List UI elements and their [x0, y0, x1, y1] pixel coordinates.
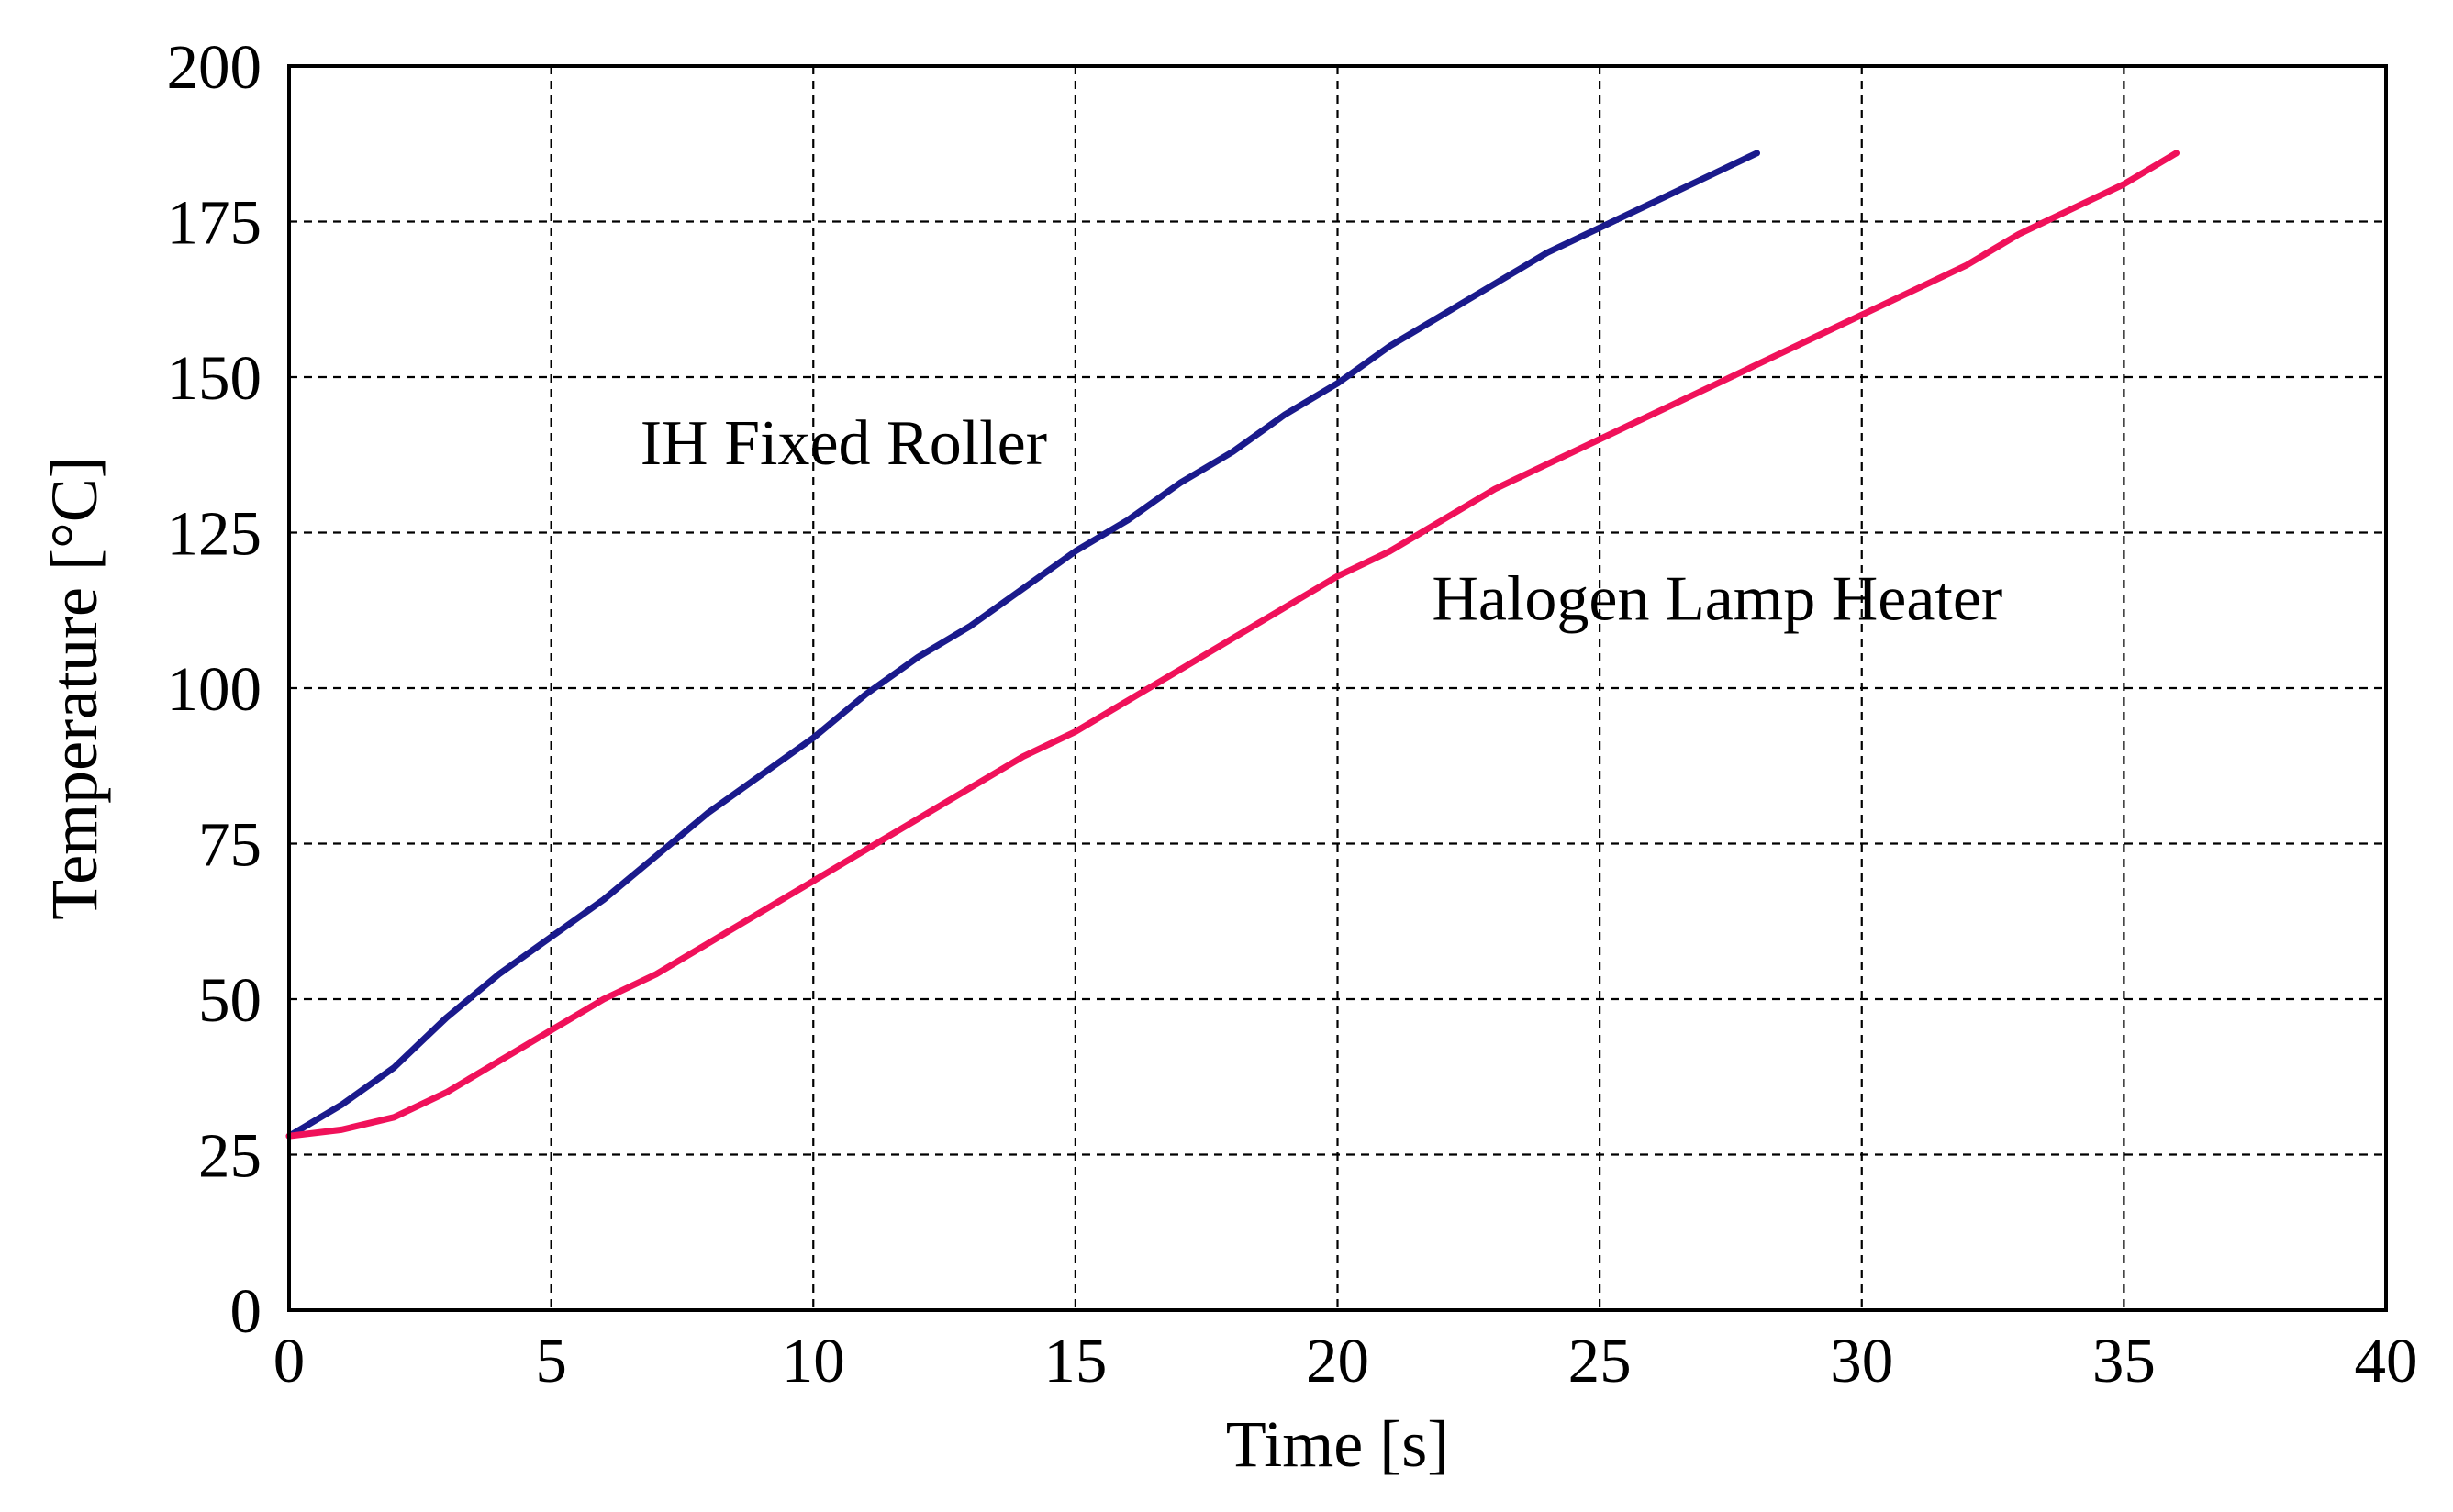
y-tick-label: 25	[198, 1121, 262, 1191]
series-annotations: IH Fixed Roller Halogen Lamp Heater	[641, 408, 2003, 634]
x-tick-label: 0	[273, 1326, 306, 1395]
y-tick-label: 50	[198, 965, 262, 1035]
series-line-halogen-lamp-heater	[285, 150, 2180, 1140]
x-tick-label: 30	[1830, 1326, 1893, 1395]
y-tick-label: 200	[167, 32, 262, 102]
x-tick-label: 35	[2092, 1326, 2156, 1395]
x-tick-label: 10	[782, 1326, 845, 1395]
series-line-ih-fixed-roller	[285, 150, 1760, 1140]
y-axis-title: Temperature [°C]	[38, 456, 111, 920]
series-lines	[285, 150, 2180, 1140]
y-tick-label: 100	[167, 654, 262, 724]
y-tick-label: 75	[198, 810, 262, 880]
y-tick-label: 150	[167, 343, 262, 413]
y-tick-label: 0	[230, 1276, 262, 1346]
series-annotation-label: IH Fixed Roller	[641, 408, 1047, 479]
x-tick-label: 20	[1306, 1326, 1369, 1395]
plot-frame	[287, 64, 2388, 1312]
grid-lines	[289, 66, 2386, 1310]
tick-labels: 0 5 10 15 20 25 30 35 40 0 25 50 75 100 125 150 175 200	[167, 32, 2418, 1395]
x-tick-label: 40	[2355, 1326, 2418, 1395]
y-tick-label: 175	[167, 188, 262, 258]
x-axis-title: Time [s]	[1226, 1407, 1449, 1481]
series-annotation-label: Halogen Lamp Heater	[1432, 563, 2002, 634]
x-tick-label: 25	[1568, 1326, 1632, 1395]
x-tick-label: 15	[1043, 1326, 1107, 1395]
x-tick-label: 5	[535, 1326, 567, 1395]
y-tick-label: 125	[167, 499, 262, 569]
